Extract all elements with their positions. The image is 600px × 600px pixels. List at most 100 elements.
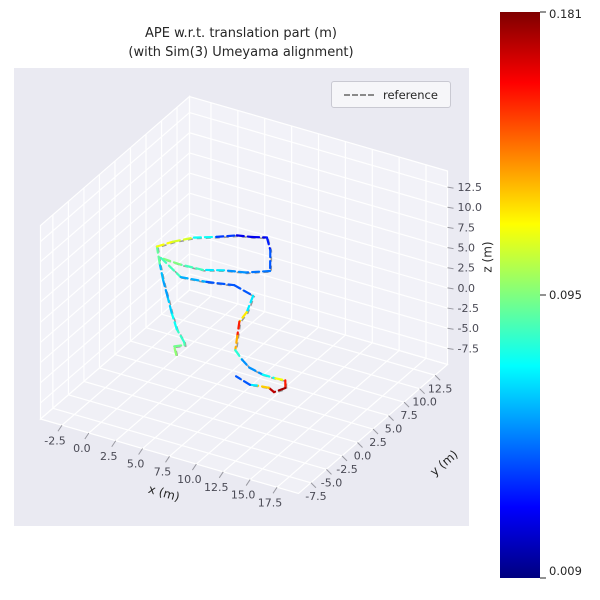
trajectory-segment — [173, 344, 186, 348]
trajectory-segment — [238, 311, 248, 323]
grid-line — [189, 192, 448, 269]
x-tick-label: 12.5 — [204, 481, 229, 494]
y-tick-label: 7.5 — [400, 409, 418, 422]
trajectory-segment — [261, 373, 277, 380]
tick-mark — [84, 432, 90, 440]
z-tick-label: 10.0 — [458, 201, 483, 214]
tick-mark — [165, 456, 170, 463]
tick-mark — [272, 487, 278, 494]
x-tick-label: 0.0 — [73, 442, 91, 455]
colorbar-tick-label-max: 0.181 — [549, 7, 582, 21]
trajectory-segment — [234, 334, 239, 352]
trajectory-segment — [192, 235, 218, 239]
tick-mark — [326, 468, 332, 475]
grid-line — [40, 253, 190, 384]
tick-mark — [191, 463, 197, 471]
trajectory-segment — [272, 386, 287, 394]
z-tick-label: -2.5 — [458, 302, 479, 315]
y-tick-label: 5.0 — [385, 423, 403, 436]
trajectory-segment — [179, 263, 205, 271]
grid-line — [189, 212, 448, 289]
trajectory-segment — [244, 269, 272, 274]
tick-mark — [447, 327, 454, 330]
trajectory-segment — [251, 235, 268, 239]
trajectory-segment — [160, 256, 182, 279]
tick-mark — [357, 442, 363, 448]
grid-line — [40, 192, 190, 323]
grid-line — [40, 273, 190, 404]
tick-mark — [447, 267, 454, 270]
tick-mark — [310, 482, 317, 489]
grid-line — [189, 273, 448, 349]
trajectory-segment — [175, 327, 186, 344]
grid-line — [176, 300, 436, 376]
grid-line — [40, 112, 190, 243]
tick-mark — [138, 448, 144, 455]
legend-label-reference: reference — [383, 87, 438, 102]
grid-line — [145, 327, 405, 403]
tick-mark — [447, 226, 454, 229]
tick-mark — [57, 424, 63, 432]
trajectory-segment — [235, 375, 252, 386]
tick-mark — [372, 428, 379, 435]
grid-line — [40, 212, 190, 343]
grid-line — [189, 253, 448, 329]
legend: reference — [331, 81, 451, 108]
z-tick-label: 7.5 — [458, 221, 476, 234]
grid-line — [52, 407, 312, 484]
y-tick-label: 0.0 — [354, 449, 372, 462]
y-tick-label: -2.5 — [336, 463, 357, 476]
tick-mark — [388, 415, 394, 421]
trajectory-segment — [173, 345, 178, 356]
grid-line — [99, 367, 358, 444]
z-tick-label: 5.0 — [458, 242, 476, 255]
trajectory-segment — [267, 386, 276, 394]
x-tick-label: 2.5 — [100, 450, 118, 463]
trajectory-segment — [155, 240, 175, 248]
trajectory-segment — [255, 384, 270, 389]
trajectory-segment — [155, 245, 161, 265]
tick-mark — [403, 401, 410, 408]
y-tick-label: 12.5 — [428, 382, 453, 395]
trajectory-segment — [265, 236, 272, 252]
x-tick-label: 10.0 — [177, 473, 202, 486]
colorbar-tick-label-mid: 0.095 — [549, 288, 582, 302]
trajectory-segment — [160, 256, 182, 266]
trajectory-segment — [248, 383, 258, 387]
title-line-1: APE w.r.t. translation part (m) — [145, 26, 337, 41]
y-tick-label: 10.0 — [412, 396, 437, 409]
trajectory-segment — [274, 377, 287, 382]
tick-mark — [218, 471, 224, 479]
grid-line — [83, 380, 343, 457]
grid-line — [189, 112, 448, 188]
trajectory-segment — [240, 358, 251, 369]
x-tick-label: 7.5 — [154, 465, 172, 478]
title-line-2: (with Sim(3) Umeyama alignment) — [128, 45, 354, 60]
x-tick-label: -2.5 — [44, 434, 65, 447]
grid-line — [189, 232, 448, 309]
x-tick-label: 17.5 — [258, 496, 283, 509]
tick-mark — [447, 347, 454, 350]
trajectory-segment — [162, 278, 169, 298]
plot-title: APE w.r.t. translation part (m) (with Si… — [8, 24, 474, 62]
z-tick-label: -5.0 — [458, 322, 479, 335]
trajectory-segment — [248, 366, 264, 376]
trajectory-segment — [179, 276, 208, 283]
grid-line — [130, 340, 389, 417]
grid-line — [40, 132, 190, 263]
grid-line — [40, 152, 190, 283]
tick-mark — [419, 388, 425, 395]
x-tick-label: 15.0 — [231, 489, 256, 502]
z-axis-label: z (m) — [480, 241, 495, 273]
trajectory-segment — [170, 311, 178, 331]
z-tick-label: 2.5 — [458, 262, 476, 275]
y-tick-label: -5.0 — [321, 476, 342, 489]
tick-mark — [447, 287, 454, 290]
colorbar-tick-label-min: 0.009 — [549, 564, 582, 578]
tick-mark — [245, 479, 251, 486]
grid-line — [40, 233, 190, 364]
x-tick-label: 5.0 — [127, 458, 145, 471]
grid-line — [114, 353, 374, 430]
grid-line — [189, 132, 448, 208]
z-tick-label: -7.5 — [458, 342, 479, 355]
